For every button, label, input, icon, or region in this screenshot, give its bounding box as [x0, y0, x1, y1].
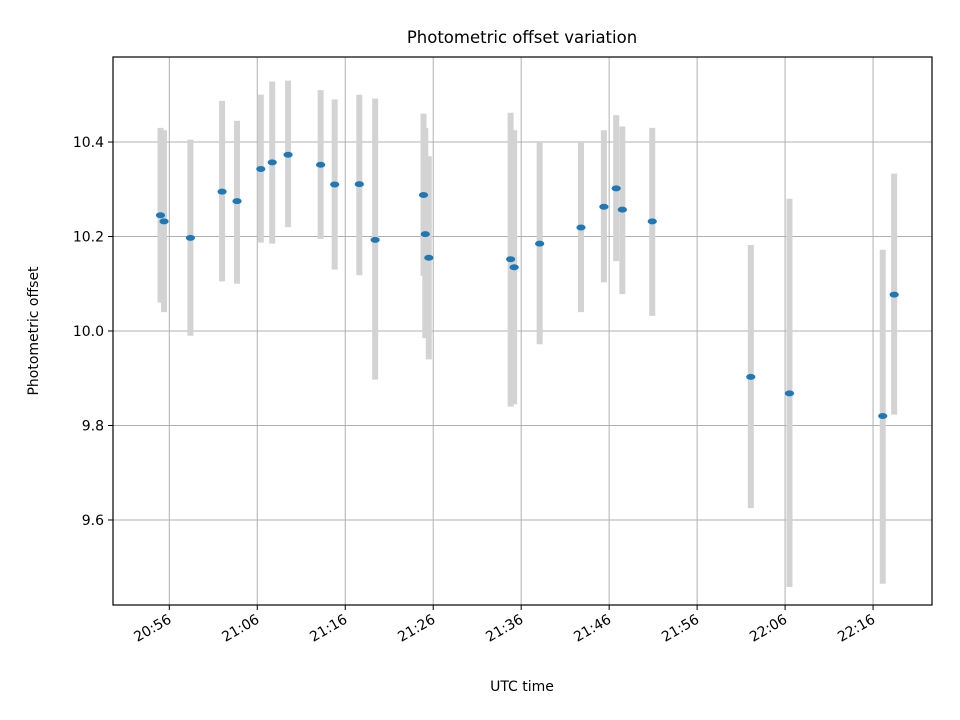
data-point: [535, 240, 545, 247]
y-tick-label: 10.0: [73, 324, 104, 340]
x-axis-label: UTC time: [490, 679, 554, 695]
data-point: [424, 254, 434, 261]
y-tick-label: 9.6: [82, 513, 104, 529]
data-point: [354, 181, 364, 188]
y-tick-label: 10.2: [73, 230, 104, 246]
data-point: [418, 191, 429, 198]
data-point: [611, 185, 621, 192]
data-point: [316, 161, 326, 168]
data-point: [420, 231, 430, 238]
y-axis-label: Photometric offset: [26, 266, 42, 396]
data-point: [576, 224, 586, 231]
data-point: [599, 203, 609, 210]
y-tick-label: 10.4: [73, 135, 104, 151]
data-points: [155, 151, 899, 420]
data-point: [617, 206, 627, 213]
data-point: [330, 181, 340, 188]
data-point: [232, 198, 242, 205]
y-tick-label: 9.8: [82, 418, 104, 434]
data-point: [267, 159, 277, 166]
data-point: [185, 234, 196, 241]
data-point: [509, 264, 519, 271]
grid: [113, 57, 932, 605]
y-axis-ticks: 9.6 9.8 10.0 10.2 10.4: [73, 135, 113, 529]
data-point: [878, 413, 888, 420]
data-point: [889, 291, 899, 298]
data-point: [784, 390, 795, 397]
data-point: [155, 212, 166, 219]
chart-title: Photometric offset variation: [407, 28, 637, 47]
data-point: [746, 373, 756, 380]
data-point: [159, 218, 169, 225]
data-point: [647, 218, 657, 225]
data-point: [217, 188, 227, 195]
data-point: [283, 151, 293, 158]
data-point: [506, 256, 516, 263]
data-point: [256, 165, 266, 172]
data-point: [370, 236, 380, 243]
